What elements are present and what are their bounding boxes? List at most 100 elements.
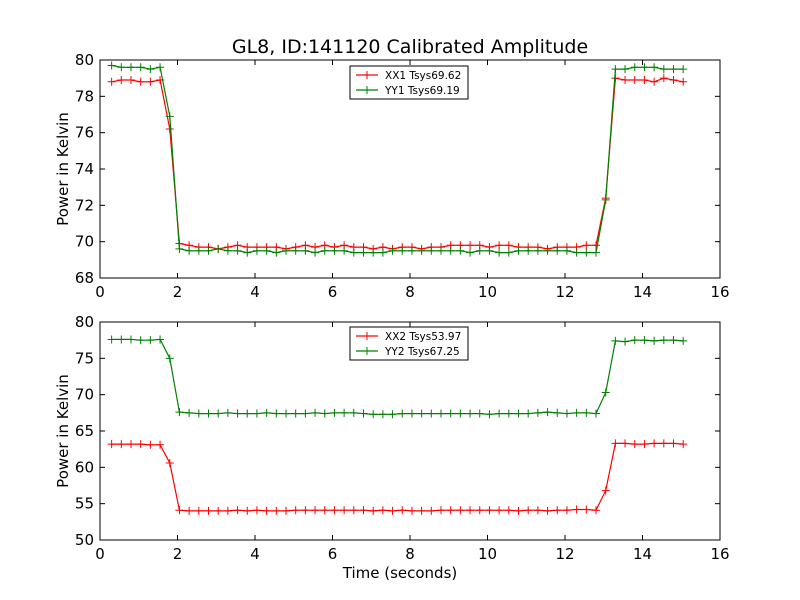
data-point bbox=[611, 439, 620, 448]
data-point bbox=[427, 506, 436, 515]
data-point bbox=[320, 409, 329, 418]
data-point bbox=[446, 506, 455, 515]
data-point bbox=[165, 458, 174, 467]
data-point bbox=[185, 506, 194, 515]
data-point bbox=[349, 506, 358, 515]
data-point bbox=[369, 248, 378, 257]
data-point bbox=[514, 506, 523, 515]
data-point bbox=[340, 246, 349, 255]
data-point bbox=[562, 409, 571, 418]
data-point bbox=[282, 409, 290, 418]
data-point bbox=[621, 75, 630, 84]
data-point bbox=[495, 248, 504, 257]
data-point bbox=[272, 506, 281, 515]
data-point bbox=[572, 408, 581, 417]
data-point bbox=[611, 336, 620, 345]
data-point bbox=[262, 246, 271, 255]
data-point bbox=[165, 354, 174, 363]
data-point bbox=[146, 440, 155, 449]
data-point bbox=[553, 408, 562, 417]
data-point bbox=[156, 63, 165, 72]
data-point bbox=[582, 408, 591, 417]
data-point bbox=[475, 409, 484, 418]
x-tick-label: 14 bbox=[633, 283, 652, 301]
data-point bbox=[659, 65, 668, 74]
data-point bbox=[369, 506, 378, 515]
data-point bbox=[592, 241, 600, 250]
legend-marker bbox=[363, 86, 371, 94]
data-point bbox=[572, 505, 581, 514]
data-point bbox=[359, 409, 368, 418]
data-point bbox=[601, 195, 610, 204]
data-point bbox=[340, 408, 349, 417]
data-point bbox=[214, 409, 223, 418]
y-tick-label: 78 bbox=[75, 87, 94, 105]
data-point bbox=[204, 506, 213, 515]
y-tick-label: 80 bbox=[75, 51, 94, 69]
x-tick-label: 16 bbox=[710, 283, 729, 301]
legend-box bbox=[349, 65, 469, 100]
legend-marker bbox=[363, 347, 371, 355]
data-point bbox=[291, 409, 300, 418]
data-point bbox=[601, 388, 610, 397]
data-point bbox=[640, 440, 649, 449]
y-axis-label: Power in Kelvin bbox=[54, 112, 72, 226]
data-point bbox=[466, 409, 475, 418]
data-point bbox=[524, 409, 533, 418]
series-2 bbox=[107, 335, 688, 419]
data-point bbox=[175, 506, 184, 515]
data-point bbox=[194, 246, 203, 255]
x-tick-label: 10 bbox=[478, 545, 497, 563]
data-point bbox=[223, 246, 232, 255]
y-axis-label: Power in Kelvin bbox=[54, 374, 72, 488]
data-point bbox=[194, 409, 203, 418]
data-point bbox=[185, 246, 194, 255]
data-point bbox=[223, 408, 232, 417]
x-tick-label: 14 bbox=[633, 545, 652, 563]
data-point bbox=[223, 506, 232, 515]
subplot-2: 0 2 4 6 8 10 12 14 16 50 55 60 65 70 75 80 Power in Kelv… bbox=[54, 313, 730, 582]
data-point bbox=[504, 241, 513, 250]
data-point bbox=[194, 506, 203, 515]
data-point bbox=[659, 74, 668, 83]
data-point bbox=[485, 246, 494, 255]
data-point bbox=[291, 506, 300, 515]
data-point bbox=[378, 506, 387, 515]
data-point bbox=[417, 409, 426, 418]
data-point bbox=[504, 248, 513, 257]
data-point bbox=[582, 505, 591, 514]
x-tick-label: 4 bbox=[250, 545, 260, 563]
data-point bbox=[466, 241, 475, 250]
data-point bbox=[146, 77, 155, 86]
data-point bbox=[117, 440, 126, 449]
data-point bbox=[475, 506, 484, 515]
data-point bbox=[553, 246, 562, 255]
data-point bbox=[243, 506, 252, 515]
data-point bbox=[127, 440, 135, 449]
data-point bbox=[136, 63, 145, 72]
x-tick-label: 16 bbox=[710, 545, 729, 563]
data-point bbox=[495, 506, 504, 515]
x-tick-label: 8 bbox=[405, 283, 415, 301]
data-point bbox=[136, 77, 145, 86]
data-point bbox=[378, 248, 387, 257]
data-point bbox=[533, 506, 542, 515]
data-point bbox=[233, 246, 242, 255]
data-point bbox=[621, 439, 630, 448]
data-point bbox=[621, 65, 630, 74]
y-tick-label: 65 bbox=[75, 422, 94, 440]
data-point bbox=[243, 248, 252, 257]
data-point bbox=[630, 63, 639, 72]
data-point bbox=[282, 506, 290, 515]
y-tick-label: 55 bbox=[75, 495, 94, 513]
y-tick-label: 72 bbox=[75, 196, 94, 214]
data-point bbox=[621, 337, 630, 346]
data-point bbox=[466, 248, 475, 257]
data-point bbox=[320, 246, 329, 255]
data-point bbox=[466, 506, 475, 515]
x-tick-label: 0 bbox=[95, 545, 105, 563]
data-point bbox=[630, 440, 639, 449]
data-point bbox=[679, 440, 688, 449]
data-point bbox=[495, 241, 504, 250]
